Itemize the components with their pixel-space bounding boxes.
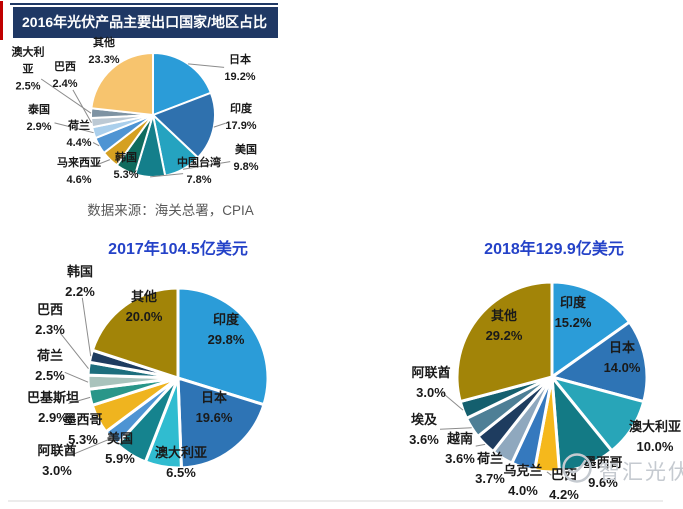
source-note: 数据来源：海关总署，CPIA — [87, 203, 254, 218]
callout-line — [631, 428, 641, 433]
pie-slice-0 — [550, 280, 631, 379]
pie-label: 日本 19.2% — [224, 53, 256, 83]
pie-slice-10 — [90, 52, 154, 116]
pie-label: 澳大利亚 2.5% — [11, 46, 45, 93]
callout-line — [475, 443, 486, 447]
pie-slice-0 — [176, 286, 270, 407]
pie-slice-1 — [550, 320, 649, 404]
pie-label: 印度 15.2% — [554, 294, 592, 330]
banner-top-line — [10, 3, 278, 5]
pie-slice-10 — [455, 280, 554, 404]
callout-line — [586, 464, 589, 467]
pie-label: 美国 5.9% — [105, 430, 135, 466]
callout-line — [546, 471, 552, 476]
pie-label: 越南 3.6% — [445, 430, 475, 466]
callout-line — [188, 63, 225, 68]
pie-slice-1 — [176, 376, 266, 470]
callout-line — [93, 159, 111, 167]
bottom-divider — [8, 500, 663, 502]
callout-line — [442, 393, 464, 411]
pie-slice-10 — [90, 286, 180, 380]
pie-label: 荷兰 4.4% — [66, 119, 92, 149]
pie-label: 其他 20.0% — [125, 288, 163, 324]
pie-label: 日本 19.6% — [195, 389, 233, 425]
pie-2018 — [439, 280, 649, 476]
pie-label: 巴西 2.4% — [52, 60, 78, 90]
callout-line — [213, 122, 226, 128]
pie-label: 印度 17.9% — [225, 102, 257, 132]
pie-label: 墨西哥 5.3% — [63, 411, 103, 447]
pie-label: 印度 29.8% — [207, 311, 245, 347]
pie-label: 巴西 2.3% — [35, 301, 65, 337]
callout-line — [68, 396, 91, 405]
pie-label: 其他 29.2% — [485, 307, 523, 343]
pie-label: 澳大利亚 6.5% — [154, 444, 208, 480]
banner-red-accent — [0, 1, 3, 40]
pie-label: 阿联酋 3.0% — [411, 364, 451, 400]
callout-line — [182, 161, 231, 170]
pie-label: 荷兰 3.7% — [475, 450, 505, 486]
callout-line — [150, 173, 184, 178]
pie-label: 韩国 5.3% — [113, 151, 139, 181]
chart-2017-title: 2017年104.5亿美元 — [108, 241, 248, 258]
callout-line — [54, 122, 94, 134]
pie-label: 埃及 3.6% — [409, 411, 439, 447]
pie-label: 澳大利亚 10.0% — [628, 418, 682, 454]
chart-2018-pie: 2018年129.9亿美元 印度 15.2% 日本 14.0% 澳大利亚 10.0% 墨西哥… — [341, 230, 683, 509]
pie-label: 韩国 2.2% — [65, 263, 95, 299]
callout-line — [81, 297, 92, 357]
callout-line — [72, 89, 92, 123]
chart-2017-pie: 2017年104.5亿美元 印度 29.8% 日本 19.6% 澳大利亚 6.5% 美国 5.… — [0, 230, 341, 509]
pie-label: 墨西哥 9.6% — [583, 454, 623, 490]
callout-line — [59, 332, 89, 370]
pie-label: 日本 14.0% — [603, 339, 641, 375]
banner-title: 2016年光伏产品主要出口国家/地区占比 — [13, 7, 278, 38]
chart-2018-title: 2018年129.9亿美元 — [484, 241, 624, 258]
callout-line — [71, 437, 112, 456]
pie-label: 泰国 2.9% — [26, 103, 52, 133]
callout-line — [439, 427, 472, 430]
pie-label: 乌克兰 4.0% — [503, 462, 543, 498]
pie-label: 荷兰 2.5% — [35, 347, 65, 383]
pie-slice-1 — [152, 91, 216, 159]
pie-2017 — [59, 286, 270, 470]
watermark-text: 智汇光伏 — [599, 460, 683, 484]
chart-2016-pie: 2016年光伏产品主要出口国家/地区占比 数据来源：海关总署，CPIA 日本 19… — [0, 0, 341, 230]
callout-line — [64, 371, 89, 383]
pie-label: 其他 23.3% — [88, 36, 120, 66]
watermark: 智汇光伏 — [560, 451, 683, 490]
pie-label: 中国台湾 7.8% — [177, 156, 221, 186]
pie-label: 美国 9.8% — [233, 143, 259, 173]
callout-line — [40, 78, 92, 114]
pie-label: 巴基斯坦 2.9% — [26, 389, 80, 425]
pie-label: 马来西亚 4.6% — [57, 156, 101, 186]
logo-circle-icon — [560, 451, 594, 490]
pie-2016 — [40, 52, 231, 178]
pie-label: 阿联酋 3.0% — [37, 442, 77, 478]
callout-line — [92, 142, 100, 147]
